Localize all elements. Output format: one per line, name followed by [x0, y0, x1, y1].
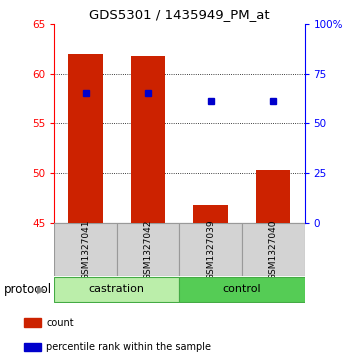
Text: GSM1327042: GSM1327042 — [144, 219, 153, 280]
Bar — [54, 223, 117, 276]
Bar — [131, 56, 165, 223]
Text: count: count — [46, 318, 74, 327]
Bar — [24, 318, 41, 327]
Bar — [68, 53, 103, 223]
Title: GDS5301 / 1435949_PM_at: GDS5301 / 1435949_PM_at — [89, 8, 270, 21]
Bar — [194, 205, 228, 223]
Text: GSM1327039: GSM1327039 — [206, 219, 215, 280]
Text: ▶: ▶ — [37, 285, 45, 294]
Bar — [24, 343, 41, 351]
Text: control: control — [223, 285, 261, 294]
Bar — [242, 223, 304, 276]
Text: protocol: protocol — [4, 283, 52, 296]
Bar — [54, 277, 179, 302]
Bar — [179, 223, 242, 276]
Text: GSM1327040: GSM1327040 — [269, 219, 278, 280]
Text: GSM1327041: GSM1327041 — [81, 219, 90, 280]
Text: percentile rank within the sample: percentile rank within the sample — [46, 342, 211, 352]
Bar — [117, 223, 179, 276]
Text: castration: castration — [89, 285, 145, 294]
Bar — [179, 277, 304, 302]
Bar — [256, 170, 290, 223]
